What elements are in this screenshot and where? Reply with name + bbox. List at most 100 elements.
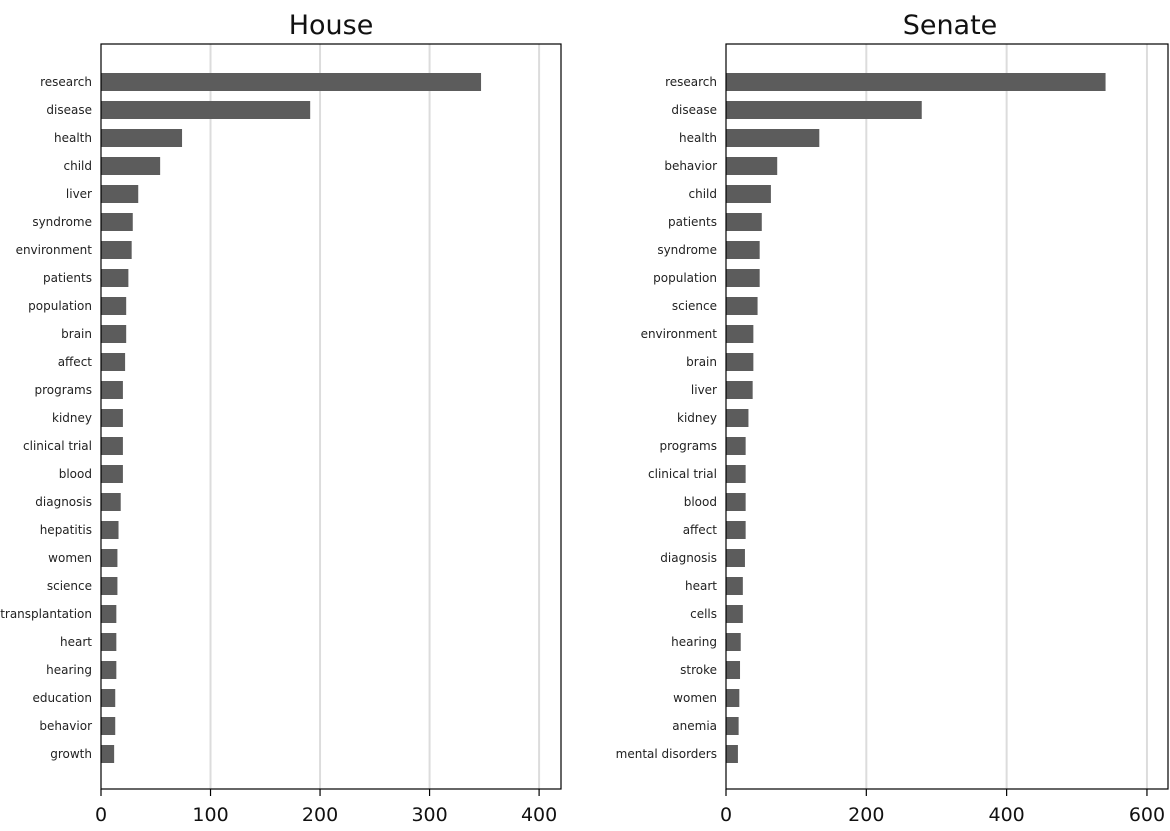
house-bar [101, 437, 123, 455]
house-x-tick-label: 200 [302, 804, 338, 826]
house-category-label: blood [59, 467, 92, 481]
house-bar [101, 213, 133, 231]
senate-category-label: heart [685, 579, 717, 593]
senate-x-tick-label: 200 [848, 804, 884, 826]
house-category-label: behavior [39, 719, 92, 733]
house-category-label: health [54, 131, 92, 145]
senate-bar [726, 157, 778, 175]
house-bar [101, 353, 126, 371]
house-bar [101, 717, 116, 735]
senate-bar [726, 437, 746, 455]
senate-category-label: clinical trial [648, 467, 717, 481]
senate-category-label: environment [641, 327, 718, 341]
house-bar [101, 661, 117, 679]
house-category-label: kidney [52, 411, 92, 425]
senate-plot-frame [725, 43, 1169, 790]
senate-bar [726, 577, 743, 595]
house-bar [101, 549, 118, 567]
senate-bar [726, 269, 760, 287]
senate-category-label: brain [686, 355, 717, 369]
house-bar [101, 241, 132, 259]
house-category-label: brain [61, 327, 92, 341]
house-bar [101, 633, 117, 651]
senate-category-label: anemia [672, 719, 717, 733]
house-chart-panel: House research disease health child liver syn… [0, 10, 562, 826]
senate-category-label: patients [668, 215, 717, 229]
senate-category-label: mental disorders [616, 747, 717, 761]
senate-category-label: diagnosis [660, 551, 717, 565]
house-category-label: child [64, 159, 93, 173]
house-bar [101, 101, 311, 119]
house-bar [101, 73, 482, 91]
senate-bar [726, 297, 758, 315]
senate-category-label: science [672, 299, 717, 313]
house-bar [101, 493, 121, 511]
senate-bar [726, 745, 738, 763]
house-category-label: disease [46, 103, 92, 117]
house-x-tick-label: 100 [192, 804, 228, 826]
house-category-label: hearing [46, 663, 92, 677]
senate-category-label: women [673, 691, 717, 705]
house-category-label: education [32, 691, 92, 705]
house-bar [101, 325, 127, 343]
senate-bar [726, 605, 743, 623]
house-category-label: transplantation [0, 607, 92, 621]
senate-bar [726, 661, 741, 679]
house-category-label: growth [50, 747, 92, 761]
house-bar [101, 269, 129, 287]
house-category-label: heart [60, 635, 92, 649]
house-x-tick-label: 400 [521, 804, 557, 826]
house-category-label: affect [58, 355, 93, 369]
house-category-label: programs [35, 383, 92, 397]
senate-bar [726, 129, 820, 147]
senate-category-label: kidney [677, 411, 717, 425]
senate-bar [726, 521, 746, 539]
senate-category-label: programs [660, 439, 717, 453]
senate-bar [726, 633, 741, 651]
senate-bar [726, 213, 762, 231]
senate-bar [726, 381, 753, 399]
senate-bar [726, 325, 754, 343]
house-bar [101, 297, 127, 315]
senate-bar [726, 717, 739, 735]
senate-bar [726, 689, 740, 707]
senate-category-label: cells [690, 607, 717, 621]
house-bar [101, 689, 116, 707]
house-category-label: syndrome [32, 215, 92, 229]
senate-bar [726, 465, 746, 483]
house-category-label: women [48, 551, 92, 565]
house-bar [101, 409, 123, 427]
senate-category-label: research [665, 75, 717, 89]
senate-category-label: disease [671, 103, 717, 117]
house-bar [101, 157, 161, 175]
house-bar [101, 745, 115, 763]
house-category-label: environment [16, 243, 93, 257]
senate-chart-panel: Senate research disease health behavior chil… [616, 10, 1169, 826]
senate-x-tick-label: 400 [989, 804, 1025, 826]
senate-category-label: syndrome [657, 243, 717, 257]
house-x-tick-label: 0 [95, 804, 107, 826]
house-category-label: patients [43, 271, 92, 285]
senate-category-label: child [689, 187, 718, 201]
house-x-tick-label: 300 [411, 804, 447, 826]
senate-bar [726, 493, 746, 511]
house-category-label: science [47, 579, 92, 593]
house-bar [101, 521, 119, 539]
senate-category-label: health [679, 131, 717, 145]
senate-bar [726, 101, 922, 119]
house-bar [101, 381, 123, 399]
house-bar [101, 185, 139, 203]
senate-category-label: blood [684, 495, 717, 509]
senate-chart-title: Senate [903, 10, 998, 41]
senate-bar [726, 549, 745, 567]
house-bar [101, 577, 118, 595]
senate-x-tick-label: 600 [1129, 804, 1165, 826]
house-bar [101, 605, 117, 623]
senate-category-label: population [653, 271, 717, 285]
senate-category-label: liver [691, 383, 717, 397]
house-bar [101, 129, 183, 147]
house-category-label: population [28, 299, 92, 313]
senate-bar [726, 353, 754, 371]
house-category-label: hepatitis [40, 523, 92, 537]
